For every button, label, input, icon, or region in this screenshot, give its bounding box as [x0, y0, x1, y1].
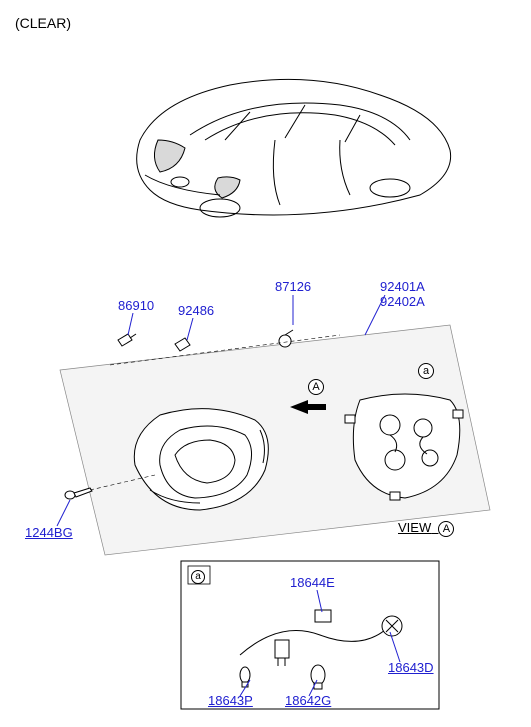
leader-18643P: [238, 678, 258, 698]
leader-18642G: [305, 678, 325, 698]
callout-87126[interactable]: 87126: [275, 279, 311, 294]
leader-87126: [288, 295, 308, 330]
leader-18643D: [388, 630, 408, 665]
leader-86910: [125, 313, 140, 338]
leader-92401: [360, 295, 400, 345]
callout-86910[interactable]: 86910: [118, 298, 154, 313]
header-clear: (CLEAR): [15, 15, 71, 31]
car-illustration: [110, 40, 470, 240]
screw-leader: [85, 470, 165, 510]
taillamp-rear-housing: [335, 380, 475, 510]
callout-92401A[interactable]: 92401A: [380, 279, 425, 294]
callout-92486[interactable]: 92486: [178, 303, 214, 318]
marker-a-detail: a: [191, 567, 205, 584]
view-label: VIEW A: [398, 520, 454, 537]
leader-18644E: [312, 590, 327, 615]
callout-18644E[interactable]: 18644E: [290, 575, 335, 590]
leader-1244BG: [55, 498, 85, 528]
leader-92486: [185, 318, 200, 343]
marker-a-assembly: a: [418, 362, 434, 379]
